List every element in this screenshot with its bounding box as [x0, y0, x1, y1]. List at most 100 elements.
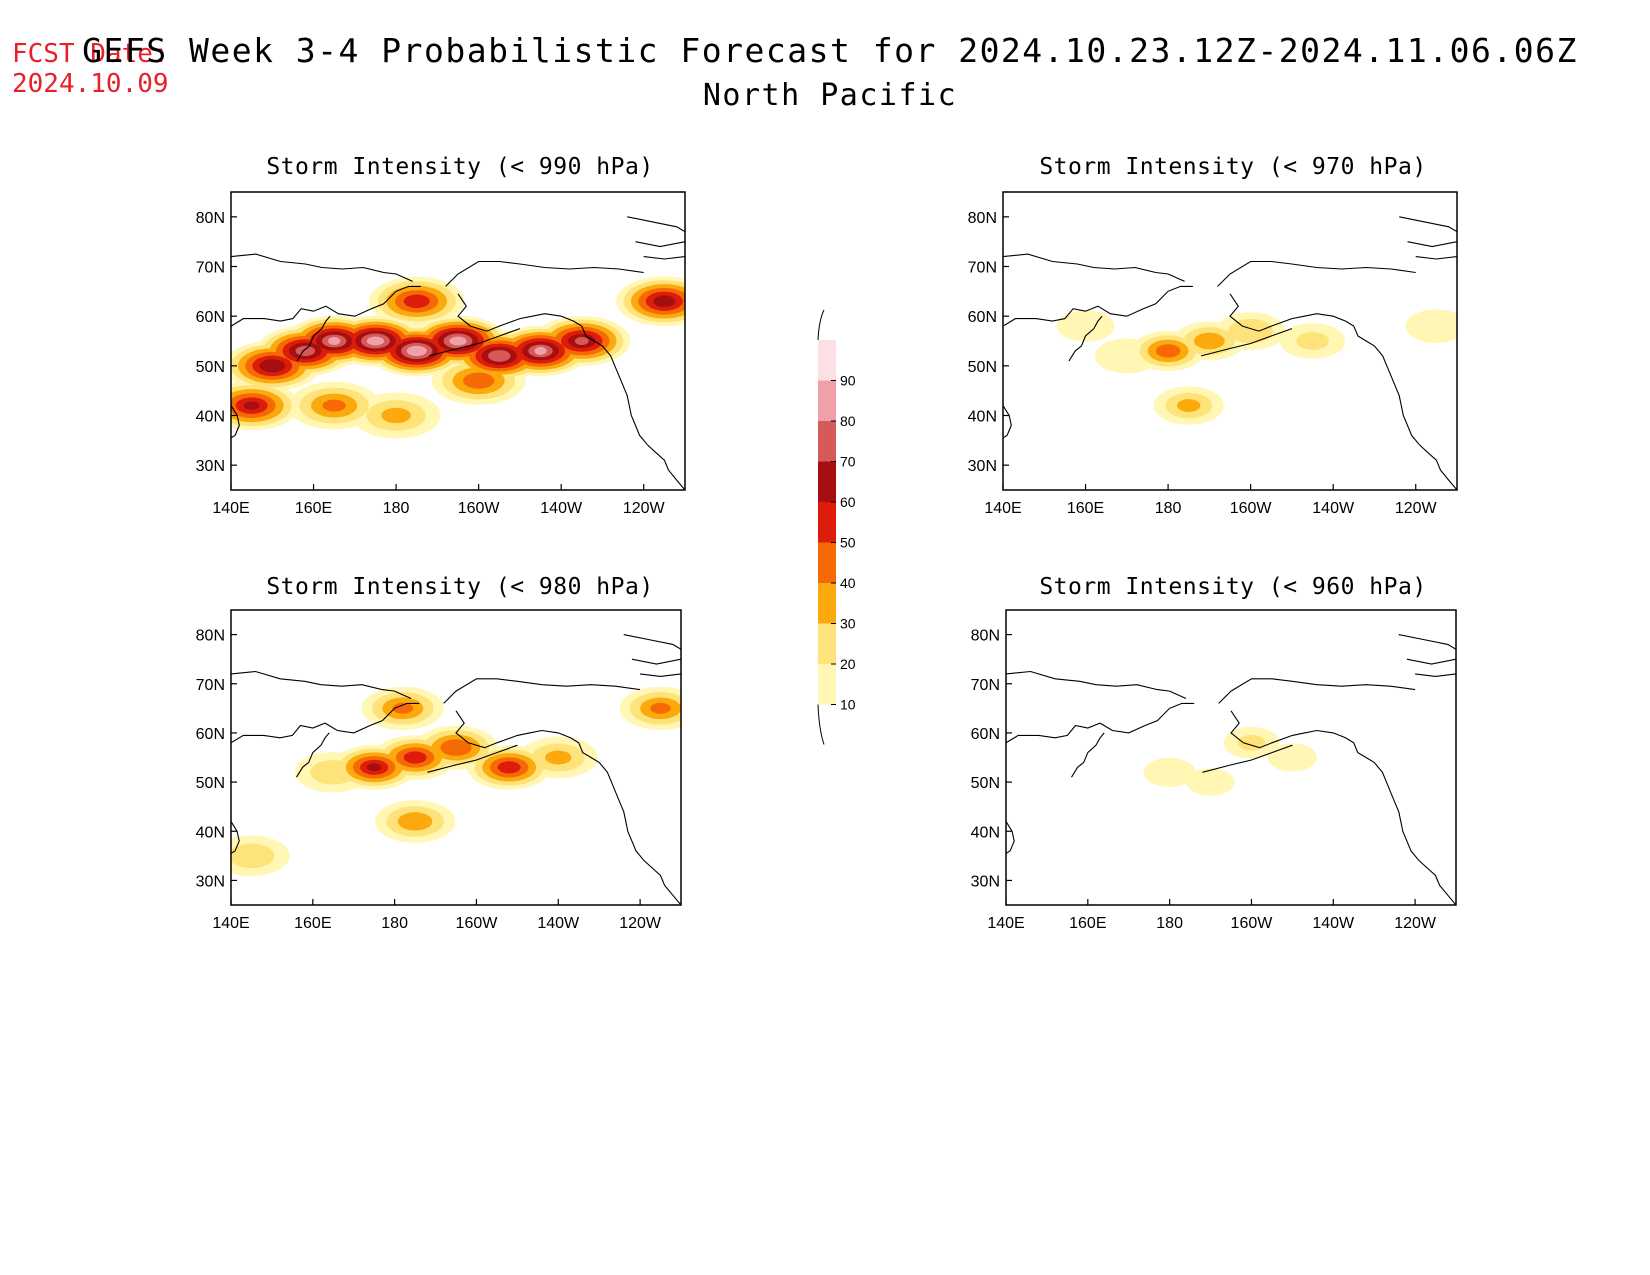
colorbar-label-70: 70 [840, 454, 856, 470]
prob-contour-p970-5-2 [1177, 399, 1201, 412]
prob-contour-p990-8-6 [295, 345, 316, 356]
prob-contour-p990-5-5 [653, 295, 676, 308]
lon-label-p980-4: 140W [537, 915, 580, 932]
prob-contour-p970-7-3 [1155, 344, 1181, 358]
prob-contour-p980-8-4 [497, 761, 521, 774]
coastlines-p990 [231, 216, 685, 490]
coastline-p970-7 [1399, 216, 1457, 233]
lat-label-p980-5: 30N [196, 873, 225, 890]
coastline-p980-8 [631, 658, 681, 665]
coastline-p960-0 [1006, 702, 1195, 744]
lon-label-p990-5: 120W [623, 500, 666, 517]
coastline-p980-6 [231, 821, 240, 854]
probability-field-p990 [231, 276, 685, 439]
prob-contour-p990-12-7 [366, 336, 385, 346]
colorbar-label-40: 40 [840, 575, 856, 591]
coastline-p980-9 [640, 673, 681, 677]
lon-label-p990-4: 140W [540, 500, 583, 517]
colorbar-label-90: 90 [840, 373, 856, 389]
colorbar-label-30: 30 [840, 616, 856, 632]
prob-contour-p990-6-5 [259, 359, 286, 373]
lat-label-p990-3: 50N [196, 359, 225, 376]
lat-label-p980-1: 70N [196, 677, 225, 694]
coastline-p960-6 [1006, 821, 1015, 854]
prob-contour-p970-4-1 [1228, 318, 1273, 344]
lon-label-p970-1: 160E [1067, 500, 1104, 517]
prob-contour-p990-0-2 [381, 407, 411, 424]
probability-field-p980 [231, 686, 681, 877]
lon-label-p990-2: 180 [383, 500, 410, 517]
coastline-p970-6 [1003, 405, 1012, 439]
coastline-p990-6 [231, 405, 240, 439]
panel-title-980: Storm Intensity (< 980 hPa) [266, 574, 653, 600]
coastline-p980-4 [455, 710, 681, 905]
prob-contour-p990-11-7 [534, 346, 547, 355]
colorbar-segment-2 [818, 583, 836, 624]
lat-label-p960-0: 80N [971, 628, 1000, 645]
coastline-p970-2 [1003, 253, 1185, 282]
panel-title-990: Storm Intensity (< 990 hPa) [266, 154, 653, 180]
map-frame-p990 [230, 191, 686, 491]
map-panel-p980: 140E 160E 180 160W 140W 120W 80N 70N 60N 50N 40N 30… [196, 609, 682, 932]
map-panel-p990: 140E 160E 180 160W 140W 120W 80N 70N 60N 50N 40N 30… [196, 191, 686, 517]
prob-contour-p980-9-5 [367, 763, 382, 772]
lat-label-p990-1: 70N [196, 260, 225, 277]
coastline-p990-0 [231, 285, 421, 327]
colorbar-top-tip [817, 309, 825, 341]
colorbar-label-20: 20 [840, 656, 856, 672]
probability-field-p960 [1143, 726, 1318, 796]
lat-label-p990-5: 30N [196, 458, 225, 475]
colorbar-label-60: 60 [840, 494, 856, 510]
prob-contour-p980-1-1 [231, 843, 275, 868]
coastlines-p980 [231, 634, 681, 905]
prob-contour-p990-4-5 [243, 401, 260, 410]
colorbar-segment-5 [818, 461, 836, 502]
coastline-p960-7 [1398, 634, 1456, 650]
lon-label-p970-4: 140W [1312, 500, 1355, 517]
coastline-p970-3 [1217, 260, 1416, 287]
fcst-date-value: 2024.10.09 [12, 69, 169, 99]
coastline-p960-2 [1006, 670, 1187, 700]
lon-label-p990-1: 160E [295, 500, 332, 517]
lat-label-p980-3: 50N [196, 775, 225, 792]
prob-contour-p990-14-7 [406, 345, 427, 357]
coastline-p960-9 [1415, 673, 1456, 677]
coastline-p980-2 [231, 670, 412, 700]
prob-contour-p990-1-3 [322, 399, 346, 412]
map-frame-p960 [1005, 609, 1457, 906]
coastline-p980-5 [427, 744, 518, 773]
fcst-date-label: FCST Date: [12, 39, 169, 69]
coastline-p960-3 [1218, 678, 1416, 704]
coastline-p970-4 [1229, 293, 1457, 490]
map-frame-p980 [230, 609, 682, 906]
prob-contour-p970-6-2 [1194, 332, 1225, 350]
coastline-p990-1 [296, 315, 331, 362]
lat-label-p960-1: 70N [971, 677, 1000, 694]
prob-contour-p980-7-4 [403, 751, 427, 764]
colorbar-label-50: 50 [840, 535, 856, 551]
lat-label-p970-0: 80N [968, 210, 997, 227]
coastline-p960-1 [1071, 732, 1105, 778]
prob-contour-p980-6-3 [440, 739, 472, 756]
coastline-p970-0 [1003, 285, 1193, 327]
coastline-p960-5 [1202, 744, 1293, 773]
coastline-p960-4 [1230, 710, 1456, 905]
prob-contour-p980-2-2 [545, 750, 572, 765]
colorbar-segment-8 [818, 340, 836, 381]
prob-contour-p960-2-0 [1143, 757, 1196, 787]
colorbar-label-80: 80 [840, 413, 856, 429]
lat-label-p980-2: 60N [196, 726, 225, 743]
lon-label-p960-2: 180 [1156, 915, 1183, 932]
lat-label-p990-2: 60N [196, 309, 225, 326]
lon-label-p970-3: 160W [1230, 500, 1273, 517]
lon-label-p960-1: 160E [1069, 915, 1106, 932]
colorbar-bottom-tip [817, 704, 825, 745]
lon-label-p960-3: 160W [1231, 915, 1274, 932]
prob-contour-p990-9-6 [487, 350, 511, 362]
colorbar-segment-6 [818, 421, 836, 462]
map-panel-p970: 140E 160E 180 160W 140W 120W 80N 70N 60N 50N 40N 30… [968, 191, 1458, 517]
coastline-p990-9 [643, 256, 685, 260]
lon-label-p990-0: 140E [212, 500, 249, 517]
coastlines-p960 [1006, 634, 1456, 905]
prob-contour-p990-3-4 [403, 294, 430, 308]
